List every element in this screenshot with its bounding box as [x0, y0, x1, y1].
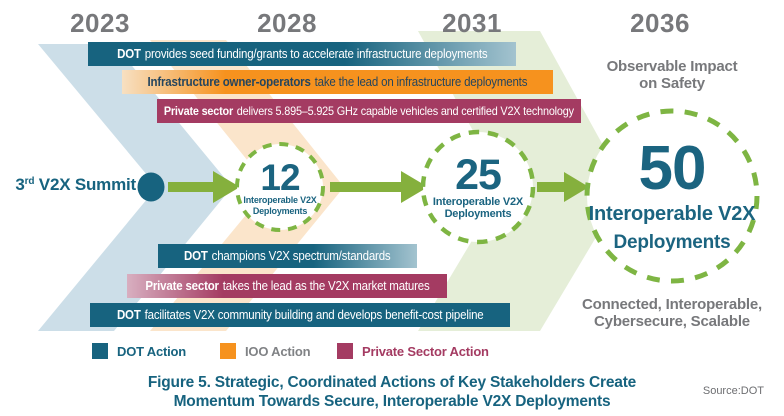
- bar-rest: provides seed funding/grants to accelera…: [141, 47, 488, 61]
- summit-ordinal: rd: [24, 176, 35, 187]
- arrow-2: [330, 171, 428, 203]
- bar-rest: delivers 5.895–5.925 GHz capable vehicle…: [234, 104, 575, 118]
- caption-line-2: Momentum Towards Secure, Interoperable V…: [173, 392, 611, 410]
- bar-lead: Private sector: [144, 279, 219, 293]
- bar-private-vehicles: Private sector delivers 5.895–5.925 GHz …: [157, 99, 581, 123]
- milestone-value: 12: [260, 157, 300, 199]
- bar-dot-seed-funding: DOT provides seed funding/grants to acce…: [88, 42, 516, 66]
- year-2036: 2036: [630, 8, 690, 38]
- summit-text: V2X Summit: [34, 175, 136, 194]
- milestone-value: 25: [455, 150, 502, 199]
- milestone-value: 50: [638, 134, 707, 204]
- bar-lead: Infrastructure owner-operators: [147, 75, 311, 89]
- milestone-label: Deployments: [444, 208, 512, 221]
- qualities-note: Connected, Interoperable, Cybersecure, S…: [562, 296, 782, 331]
- legend-label: IOO Action: [245, 343, 311, 359]
- legend-item-ioo: IOO Action: [220, 342, 311, 360]
- bar-dot-spectrum: DOT champions V2X spectrum/standards: [158, 244, 417, 268]
- summit-number: 3: [15, 175, 25, 194]
- arrow-1: [168, 171, 240, 203]
- milestone-25: 25 Interoperable V2X Deployments: [398, 136, 558, 240]
- year-2023: 2023: [70, 8, 130, 38]
- note-line: Cybersecure, Scalable: [594, 313, 750, 331]
- bar-lead: DOT: [184, 249, 208, 263]
- milestone-circle-25: [420, 129, 536, 245]
- bar-rest: champions V2X spectrum/standards: [208, 249, 391, 263]
- bar-lead: DOT: [116, 47, 141, 61]
- milestone-12: 12 Interoperable V2X Deployments: [210, 148, 350, 228]
- milestone-label: Deployments: [252, 205, 308, 216]
- summit-label: 3rd V2X Summit: [8, 175, 136, 195]
- dot-action-swatch: [92, 343, 108, 359]
- caption-line-1: Figure 5. Strategic, Coordinated Actions…: [147, 374, 637, 391]
- note-line: on Safety: [639, 75, 705, 93]
- milestone-label: Interoperable V2X: [243, 195, 317, 206]
- bar-rest: facilitates V2X community building and d…: [141, 308, 484, 322]
- summit-dot: [137, 172, 165, 202]
- bar-lead: Private sector: [163, 104, 234, 118]
- bar-rest: take the lead on infrastructure deployme…: [311, 75, 528, 89]
- milestone-label: Interoperable V2X: [588, 203, 756, 226]
- year-2031: 2031: [442, 8, 502, 38]
- legend-item-private: Private Sector Action: [337, 342, 489, 360]
- legend-item-dot: DOT Action: [92, 342, 186, 360]
- legend-label: DOT Action: [117, 343, 187, 359]
- bar-ioo-take-lead: Infrastructure owner-operators take the …: [122, 70, 553, 94]
- milestone-circle-50: [584, 108, 760, 284]
- milestone-label: Deployments: [613, 232, 731, 254]
- milestone-label: Interoperable V2X: [432, 195, 524, 208]
- milestone-circle-12: [235, 142, 325, 232]
- arrow-3: [537, 172, 589, 202]
- source-attribution: Source:DOT: [702, 385, 764, 397]
- observable-impact-note: Observable Impact on Safety: [562, 58, 782, 93]
- ioo-action-swatch: [220, 343, 236, 359]
- bar-lead: DOT: [116, 308, 141, 322]
- figure-caption: Figure 5. Strategic, Coordinated Actions…: [0, 374, 784, 411]
- legend-label: Private Sector Action: [362, 343, 489, 359]
- private-sector-action-swatch: [337, 343, 353, 359]
- bar-private-market: Private sector takes the lead as the V2X…: [127, 274, 447, 298]
- bar-rest: takes the lead as the V2X market matures: [219, 279, 430, 293]
- year-2028: 2028: [257, 8, 317, 38]
- bar-dot-community: DOT facilitates V2X community building a…: [90, 303, 510, 327]
- note-line: Connected, Interoperable,: [581, 296, 763, 313]
- note-line: Observable Impact: [606, 58, 738, 75]
- milestone-50: 50 Interoperable V2X Deployments: [577, 116, 767, 278]
